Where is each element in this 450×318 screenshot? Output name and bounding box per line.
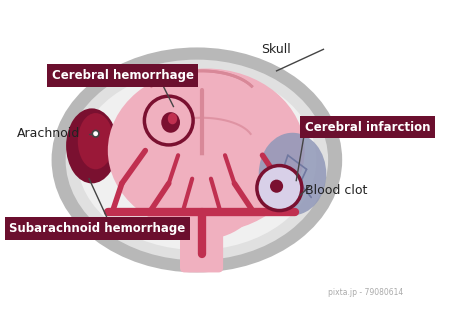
Ellipse shape [66,60,328,260]
Text: Blood clot: Blood clot [305,184,367,197]
Circle shape [257,166,302,211]
Circle shape [144,96,193,145]
Ellipse shape [78,113,113,169]
Text: Arachnoid: Arachnoid [17,127,80,140]
Text: Subarachnoid hemorrhage: Subarachnoid hemorrhage [9,222,185,235]
Ellipse shape [168,113,177,124]
Text: Cerebral infarction: Cerebral infarction [305,121,430,134]
Ellipse shape [52,47,342,273]
Ellipse shape [145,155,258,240]
FancyBboxPatch shape [180,211,223,273]
Text: Cerebral hemorrhage: Cerebral hemorrhage [52,69,194,82]
Ellipse shape [161,112,180,133]
Ellipse shape [66,108,117,183]
Circle shape [92,130,99,137]
Circle shape [270,180,283,193]
Ellipse shape [259,133,326,215]
Text: pixta.jp - 79080614: pixta.jp - 79080614 [328,288,403,297]
Ellipse shape [77,70,316,250]
Text: Skull: Skull [261,43,290,56]
Ellipse shape [108,69,305,232]
